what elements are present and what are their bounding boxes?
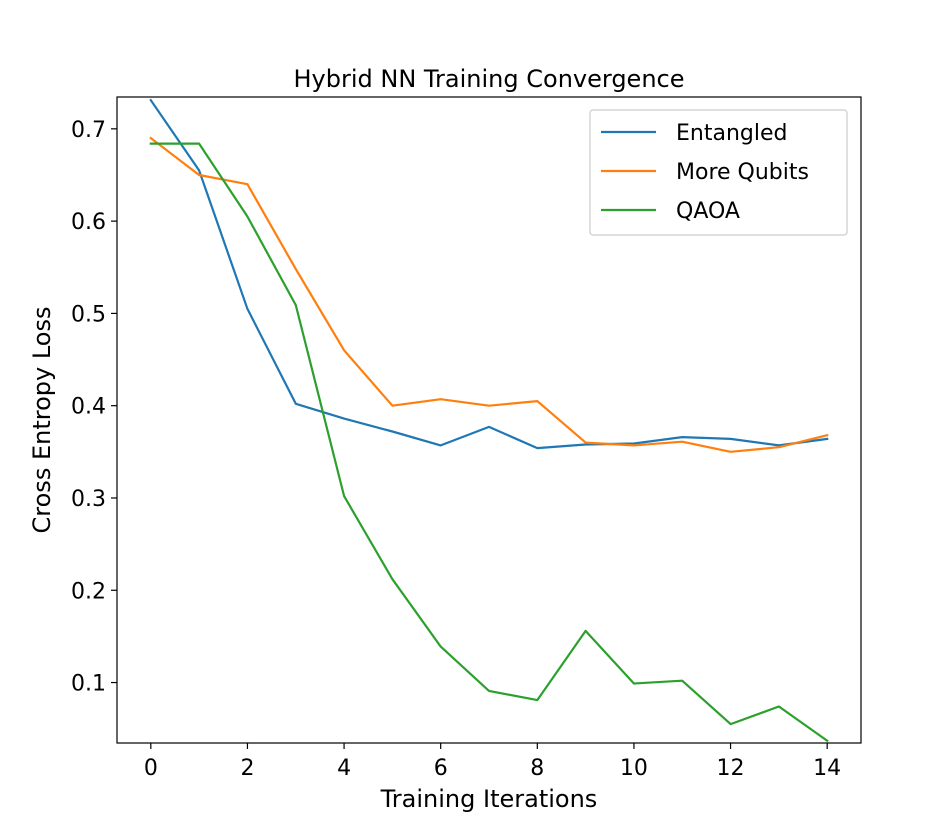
x-tick-label: 0 [144, 756, 158, 781]
plot-frame [116, 96, 862, 744]
x-tick-label: 14 [813, 756, 841, 781]
x-tick-label: 10 [620, 756, 648, 781]
x-tick-label: 4 [337, 756, 351, 781]
legend-box [589, 109, 848, 236]
y-tick-label: 0.5 [71, 302, 106, 327]
y-axis-label: Cross Entropy Loss [28, 307, 56, 534]
x-tick-label: 2 [240, 756, 254, 781]
x-tick-label: 6 [434, 756, 448, 781]
y-tick-label: 0.2 [71, 579, 106, 604]
y-axis-ticks: 0.1 0.2 0.3 0.4 0.5 0.6 0.7 [71, 118, 117, 697]
x-axis-label: Training Iterations [380, 785, 598, 813]
legend: Entangled More Qubits QAOA [589, 109, 848, 236]
y-tick-label: 0.7 [71, 118, 106, 143]
legend-label: QAOA [676, 199, 740, 224]
series-line-more-qubits [149, 136, 829, 453]
y-tick-label: 0.4 [71, 395, 106, 420]
y-tick-label: 0.1 [71, 672, 106, 697]
x-axis-ticks: 0 2 4 6 8 10 12 14 [144, 743, 841, 781]
legend-label: Entangled [676, 121, 787, 146]
x-tick-label: 8 [530, 756, 544, 781]
series-line-entangled [149, 98, 829, 450]
legend-label: More Qubits [676, 160, 809, 185]
y-tick-label: 0.3 [71, 487, 106, 512]
series-line-qaoa [149, 142, 829, 743]
plot-lines [149, 98, 829, 743]
y-tick-label: 0.6 [71, 210, 106, 235]
x-tick-label: 12 [717, 756, 745, 781]
chart-title: Hybrid NN Training Convergence [294, 65, 685, 93]
